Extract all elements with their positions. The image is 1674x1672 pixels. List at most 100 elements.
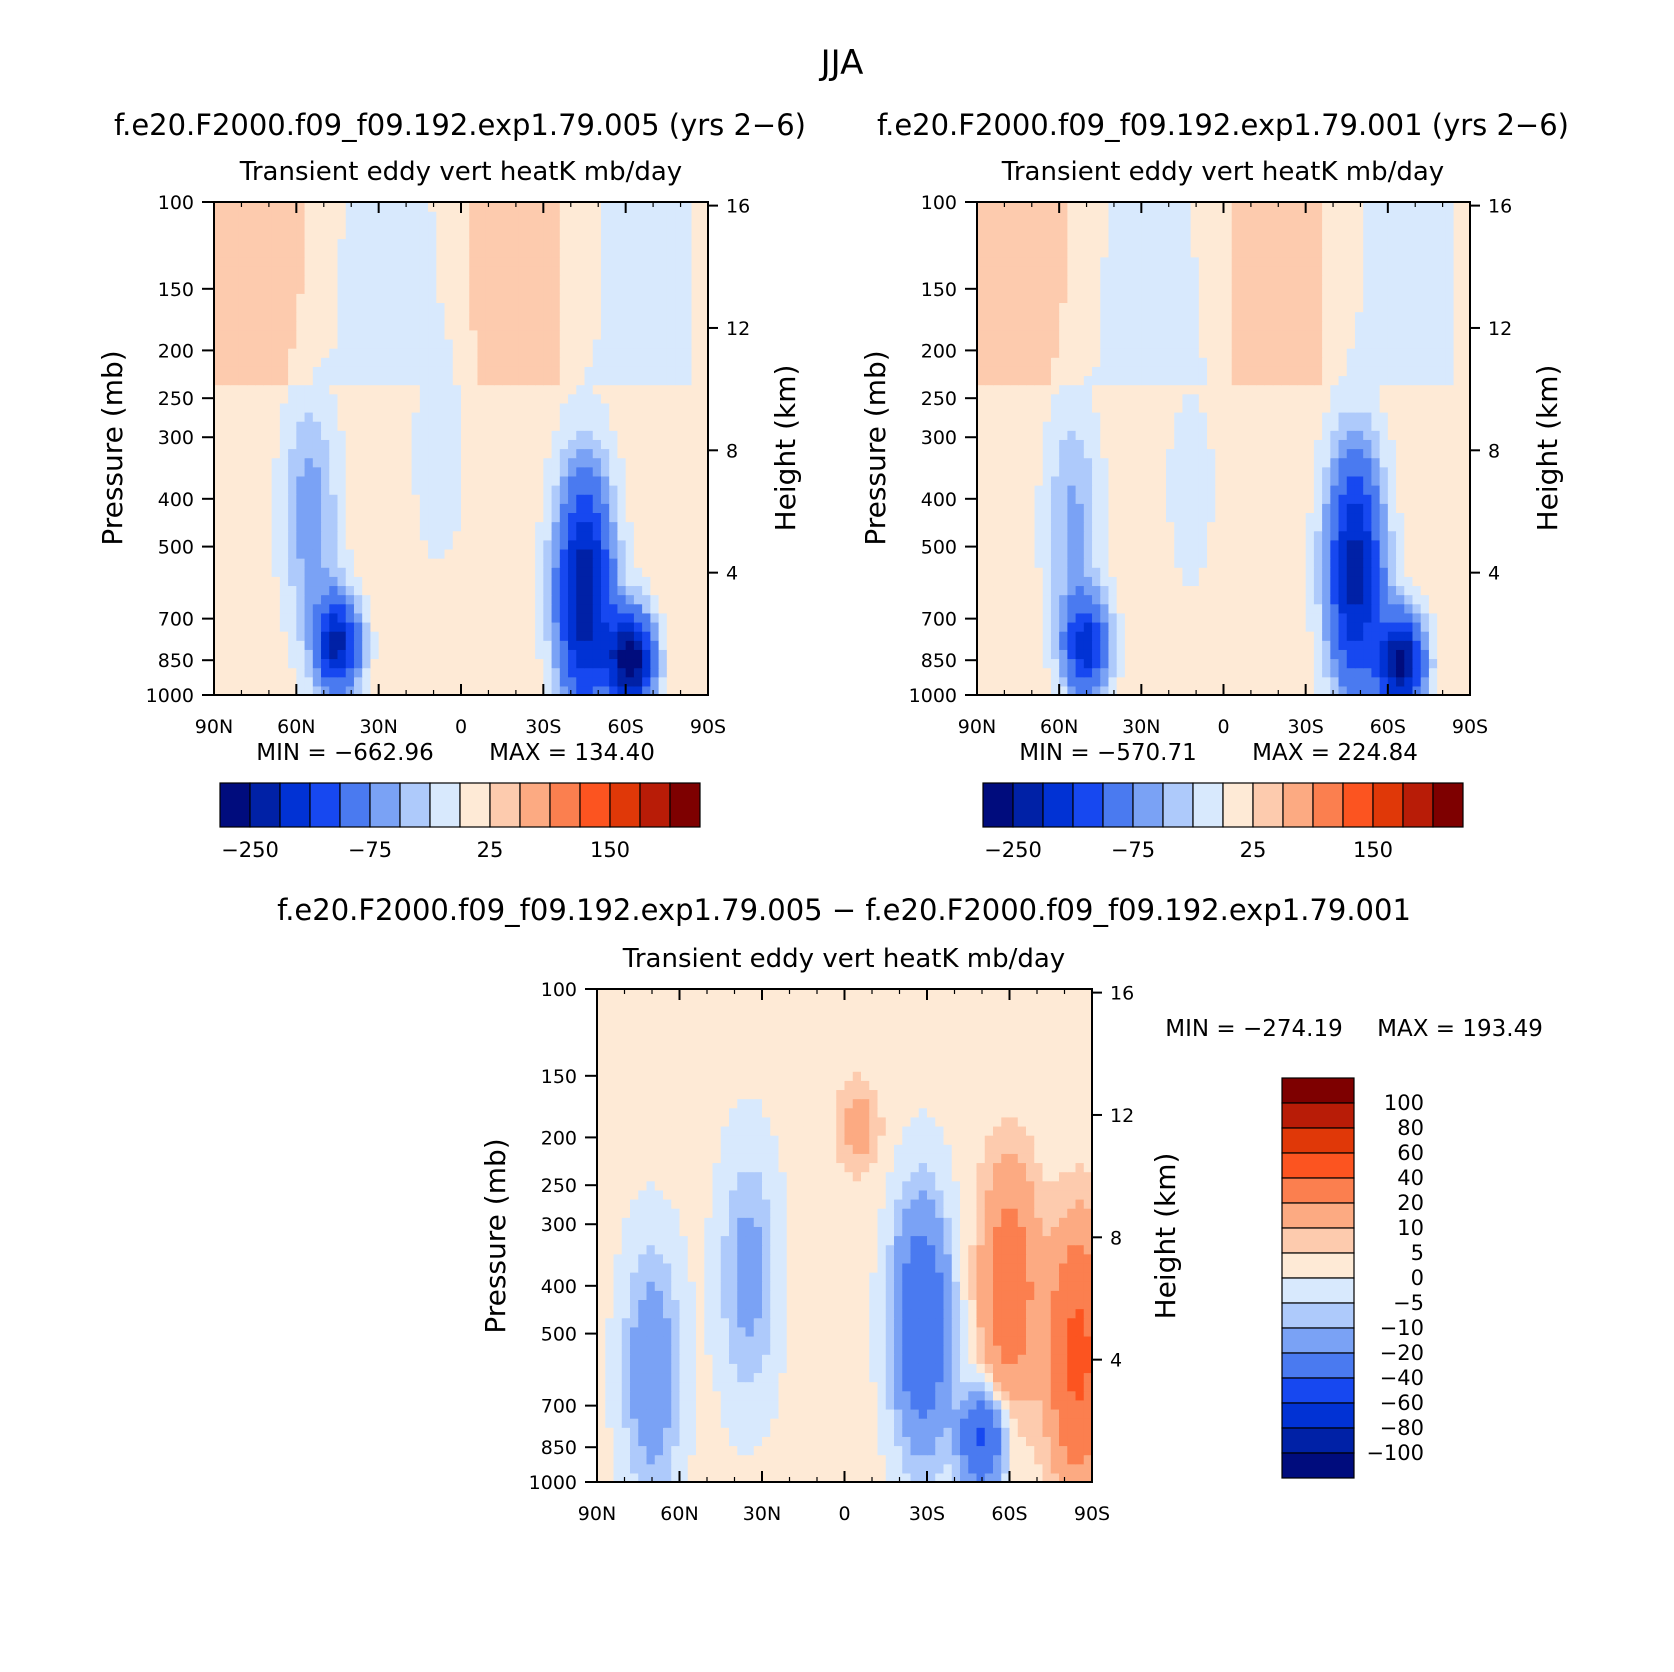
panel1-cell bbox=[691, 238, 701, 249]
panel1-cell bbox=[518, 448, 528, 459]
panel2-cell bbox=[1305, 475, 1315, 486]
panel1-cell bbox=[329, 293, 339, 304]
panel2-cell bbox=[1387, 558, 1397, 568]
panel2-cell bbox=[1248, 576, 1257, 587]
panel1-cell bbox=[288, 658, 297, 669]
panel2-cell bbox=[1437, 649, 1446, 660]
panel1-cell bbox=[362, 658, 372, 669]
panel1-cell bbox=[288, 439, 297, 450]
panel1-cell bbox=[691, 375, 701, 386]
panel1-cell bbox=[584, 229, 594, 240]
panel1-cell bbox=[452, 265, 462, 276]
panel2-cell bbox=[1075, 457, 1085, 468]
panel1-cell bbox=[263, 284, 273, 294]
panel1-cell bbox=[436, 211, 446, 221]
panel1-cell bbox=[222, 329, 232, 340]
panel1-cell bbox=[675, 658, 684, 669]
panel2-cell bbox=[1116, 603, 1126, 614]
panel2-cell bbox=[1371, 521, 1381, 532]
panel1-cell bbox=[271, 621, 281, 632]
panel1-cell bbox=[222, 284, 232, 294]
panel2-cell bbox=[1346, 594, 1356, 605]
panel2-cell bbox=[1083, 539, 1093, 550]
panel2-cell bbox=[1453, 512, 1463, 523]
panel1-cell bbox=[444, 202, 454, 212]
panel1-cell bbox=[485, 530, 495, 541]
panel1-cell bbox=[345, 275, 355, 285]
panel1-cell bbox=[461, 439, 470, 450]
panel1-cell bbox=[617, 548, 627, 559]
panel1-cell bbox=[353, 265, 363, 276]
panel2-cell bbox=[1042, 576, 1052, 587]
panel2-cell bbox=[1396, 649, 1405, 660]
panel1-cell bbox=[518, 311, 528, 322]
panel2-cell bbox=[1437, 667, 1446, 678]
panel2-cell bbox=[1272, 448, 1282, 459]
panel2-cell bbox=[1215, 494, 1225, 504]
panel1-cell bbox=[411, 503, 421, 514]
panel1-cell bbox=[353, 275, 363, 285]
panel1-cell bbox=[485, 220, 495, 230]
panel1-cell bbox=[296, 649, 306, 660]
panel1-cell bbox=[510, 293, 520, 304]
panel1-cell bbox=[222, 548, 232, 559]
panel1-cell bbox=[279, 402, 289, 413]
panel2-cell bbox=[1445, 612, 1455, 623]
panel1-cell bbox=[353, 640, 363, 650]
panel1-cell bbox=[296, 238, 306, 249]
panel2-cell bbox=[1034, 548, 1044, 559]
panel2-cell bbox=[1354, 658, 1364, 669]
panel1-cell bbox=[543, 302, 553, 313]
panel1-cell bbox=[353, 348, 363, 358]
panel1-cell bbox=[403, 402, 413, 413]
panel1-cell bbox=[666, 320, 676, 331]
panel2-cell bbox=[1256, 621, 1266, 632]
panel2-cell bbox=[1346, 457, 1356, 468]
panel1-cell bbox=[691, 220, 701, 230]
panel1-cell bbox=[469, 284, 479, 294]
panel1-cell bbox=[246, 567, 256, 577]
panel2-cell bbox=[1141, 631, 1151, 641]
panel1-cell bbox=[304, 284, 314, 294]
panel2-cell bbox=[1100, 621, 1110, 632]
panel2-cell bbox=[1207, 603, 1216, 614]
panel1-cell bbox=[658, 539, 668, 550]
panel1-cell bbox=[444, 640, 454, 650]
panel2-cell bbox=[1281, 658, 1290, 669]
panel2-cell bbox=[1133, 530, 1142, 541]
panel1-cell bbox=[543, 640, 553, 650]
panel2-cell bbox=[1420, 558, 1430, 568]
panel2-cell bbox=[1018, 621, 1027, 632]
panel1-cell bbox=[411, 475, 421, 486]
panel2-cell bbox=[1461, 548, 1470, 559]
panel2-cell bbox=[1215, 539, 1225, 550]
panel2-cell bbox=[1141, 475, 1151, 486]
panel2-cell bbox=[1387, 548, 1397, 559]
panel1-cell bbox=[428, 685, 437, 695]
panel1-cell bbox=[378, 439, 388, 450]
panel1-cell bbox=[617, 466, 627, 477]
panel2-cell bbox=[1272, 585, 1282, 596]
panel2-cell bbox=[993, 649, 1003, 660]
panel1-cell bbox=[650, 329, 660, 340]
panel2-cell bbox=[1141, 676, 1151, 687]
panel2-cell bbox=[1437, 567, 1446, 577]
panel1-cell bbox=[329, 338, 339, 349]
panel1-cell bbox=[444, 485, 454, 495]
panel1-cell bbox=[296, 603, 306, 614]
panel1-cell bbox=[452, 658, 462, 669]
panel1-cell bbox=[279, 202, 289, 212]
panel2-cell bbox=[1461, 530, 1470, 541]
panel1-cell bbox=[559, 256, 569, 267]
panel1-cell bbox=[312, 457, 322, 468]
panel1-cell bbox=[543, 202, 553, 212]
panel1-cell bbox=[444, 348, 454, 358]
panel1-cell bbox=[518, 320, 528, 331]
panel1-cell bbox=[436, 603, 446, 614]
panel1-cell bbox=[617, 539, 627, 550]
panel1-cell bbox=[329, 247, 339, 258]
panel2-cell bbox=[1396, 567, 1405, 577]
panel1-cell bbox=[222, 320, 232, 331]
panel2-cell bbox=[1404, 685, 1414, 695]
panel2-cell bbox=[1001, 521, 1011, 532]
